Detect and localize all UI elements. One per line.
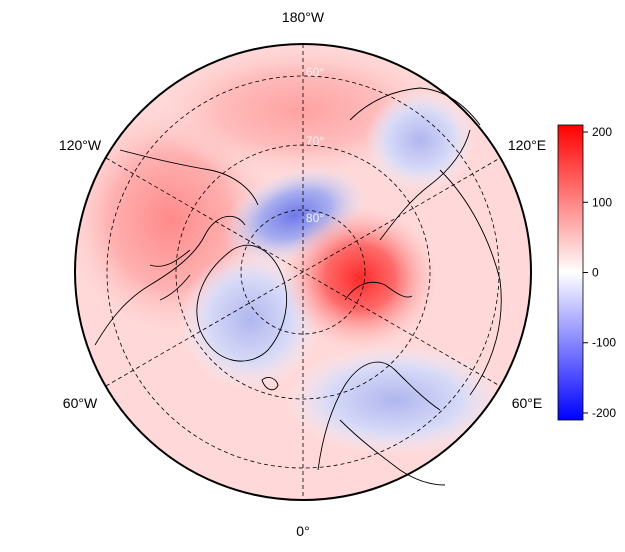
- colorbar-tick-label: -100: [592, 336, 616, 350]
- siberia-coast: [379, 129, 471, 241]
- colorbar: 200 100 0 -100 -200: [557, 124, 616, 421]
- europe-borders: [339, 419, 446, 486]
- colorbar-tick-label: -200: [592, 406, 616, 420]
- lat-label-80: 80°: [306, 211, 324, 225]
- lon-label-bottom: 0°: [296, 523, 309, 539]
- graticule: [105, 44, 501, 500]
- canadian-archipelago: [149, 249, 191, 301]
- greenland-coast: [196, 244, 288, 362]
- scandinavia-coast: [317, 361, 441, 471]
- chukotka-negative-anomaly: [365, 90, 475, 190]
- coastlines: [94, 87, 502, 486]
- alaska-coast: [119, 149, 259, 206]
- colorbar-tick-label: 100: [592, 195, 612, 209]
- north-america-coast: [94, 215, 246, 346]
- lon-label-upper-left: 120°W: [59, 137, 102, 153]
- lat-circle-80: [240, 209, 366, 335]
- colorbar-tick-label: 200: [592, 125, 612, 139]
- lat-circle-60: [106, 75, 500, 469]
- anomaly-field: [75, 44, 531, 500]
- meridian-60w-120e: [105, 157, 501, 387]
- chukotka-coast: [349, 87, 481, 126]
- iceland-coast: [261, 377, 279, 391]
- colorbar-gradient: [557, 124, 584, 421]
- colorbar-tick-label: 0: [592, 266, 599, 280]
- barents-kara-positive-anomaly: [282, 206, 438, 350]
- colorbar-ticks: 200 100 0 -100 -200: [583, 125, 616, 420]
- novaya-zemlya-coast: [344, 281, 413, 301]
- europe-negative-anomaly: [285, 345, 505, 455]
- lat-label-70: 70°: [306, 134, 324, 148]
- lon-label-lower-right: 60°E: [512, 395, 543, 411]
- lon-label-upper-right: 120°E: [508, 137, 546, 153]
- lat-label-60: 60°: [306, 65, 324, 79]
- lon-label-top: 180°W: [282, 9, 325, 25]
- eurasia-interior-border: [439, 169, 502, 396]
- map-boundary: [74, 43, 532, 501]
- lon-label-lower-left: 60°W: [63, 395, 98, 411]
